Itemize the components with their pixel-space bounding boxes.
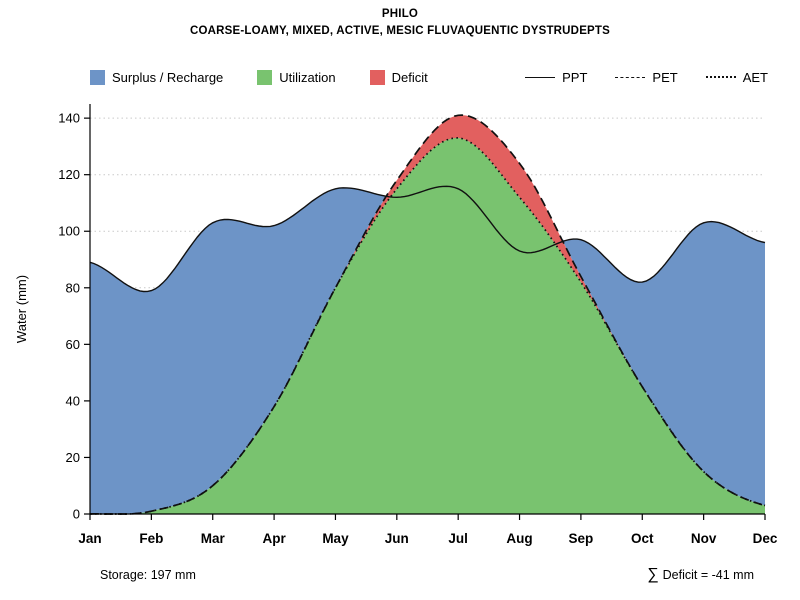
legend-label-pet: PET — [652, 69, 678, 85]
x-tick-label: Oct — [631, 531, 654, 546]
storage-label: Storage: 197 mm — [100, 568, 196, 582]
chart-header: PHILO COARSE-LOAMY, MIXED, ACTIVE, MESIC… — [0, 8, 800, 37]
water-balance-chart: 0 20 40 60 80 100 120 140 Jan Feb Mar Apr May Jun Jul A… — [14, 104, 778, 546]
y-tick-label: 80 — [66, 280, 80, 295]
dashed-line-icon — [615, 76, 646, 78]
legend-item-surplus: Surplus / Recharge — [90, 69, 224, 85]
x-tick-label: Dec — [753, 531, 778, 546]
y-axis-label: Water (mm) — [14, 275, 29, 343]
x-tick-label: Jan — [78, 531, 101, 546]
y-tick-label: 120 — [58, 167, 80, 182]
legend-item-deficit: Deficit — [369, 69, 428, 85]
x-tick-label: Nov — [691, 531, 717, 546]
legend-label-utilization: Utilization — [279, 69, 336, 85]
x-tick-label: Feb — [139, 531, 163, 546]
x-tick-label: Mar — [201, 531, 226, 546]
chart-title: PHILO — [381, 8, 419, 20]
ppt-line — [89, 185, 766, 293]
utilization-area — [90, 137, 765, 514]
x-tick-label: Aug — [506, 531, 532, 546]
solid-line-icon — [525, 76, 556, 78]
deficit-swatch-icon — [369, 69, 385, 85]
sigma-icon: ∑ — [647, 566, 659, 583]
legend-item-pet: PET — [615, 69, 678, 85]
legend-label-surplus: Surplus / Recharge — [112, 69, 224, 85]
legend-label-deficit: Deficit — [391, 69, 428, 85]
aet-line — [89, 137, 766, 515]
x-tick-label: Jun — [385, 531, 409, 546]
dotted-line-icon — [705, 76, 736, 78]
legend-item-ppt: PPT — [525, 70, 587, 85]
y-tick-label: 40 — [66, 393, 80, 408]
deficit-label: Deficit = -41 mm — [662, 568, 754, 582]
x-tick-label: Sep — [569, 531, 594, 546]
x-tick-label: Jul — [448, 531, 468, 546]
y-tick-label: 20 — [66, 450, 80, 465]
legend-line-group: PPT PET AET — [497, 70, 768, 85]
deficit-total: ∑ Deficit = -41 mm — [647, 566, 754, 584]
chart-subtitle: COARSE-LOAMY, MIXED, ACTIVE, MESIC FLUVA… — [189, 25, 611, 37]
y-tick-label: 0 — [73, 507, 80, 522]
x-tick-label: May — [322, 531, 349, 546]
legend-label-ppt: PPT — [562, 69, 588, 85]
x-tick-label: Apr — [262, 531, 286, 546]
y-tick-label: 100 — [58, 224, 80, 239]
chart-footer: Storage: 197 mm ∑ Deficit = -41 mm — [100, 566, 754, 584]
legend-item-utilization: Utilization — [257, 69, 336, 85]
y-tick-label: 140 — [58, 111, 80, 126]
legend-item-aet: AET — [705, 69, 768, 85]
surplus-recharge-area — [90, 115, 765, 514]
utilization-swatch-icon — [257, 69, 273, 85]
surplus-swatch-icon — [90, 69, 105, 85]
chart-legend: Surplus / Recharge Utilization Deficit P… — [90, 66, 768, 88]
legend-label-aet: AET — [742, 69, 768, 85]
y-tick-label: 60 — [66, 337, 80, 352]
